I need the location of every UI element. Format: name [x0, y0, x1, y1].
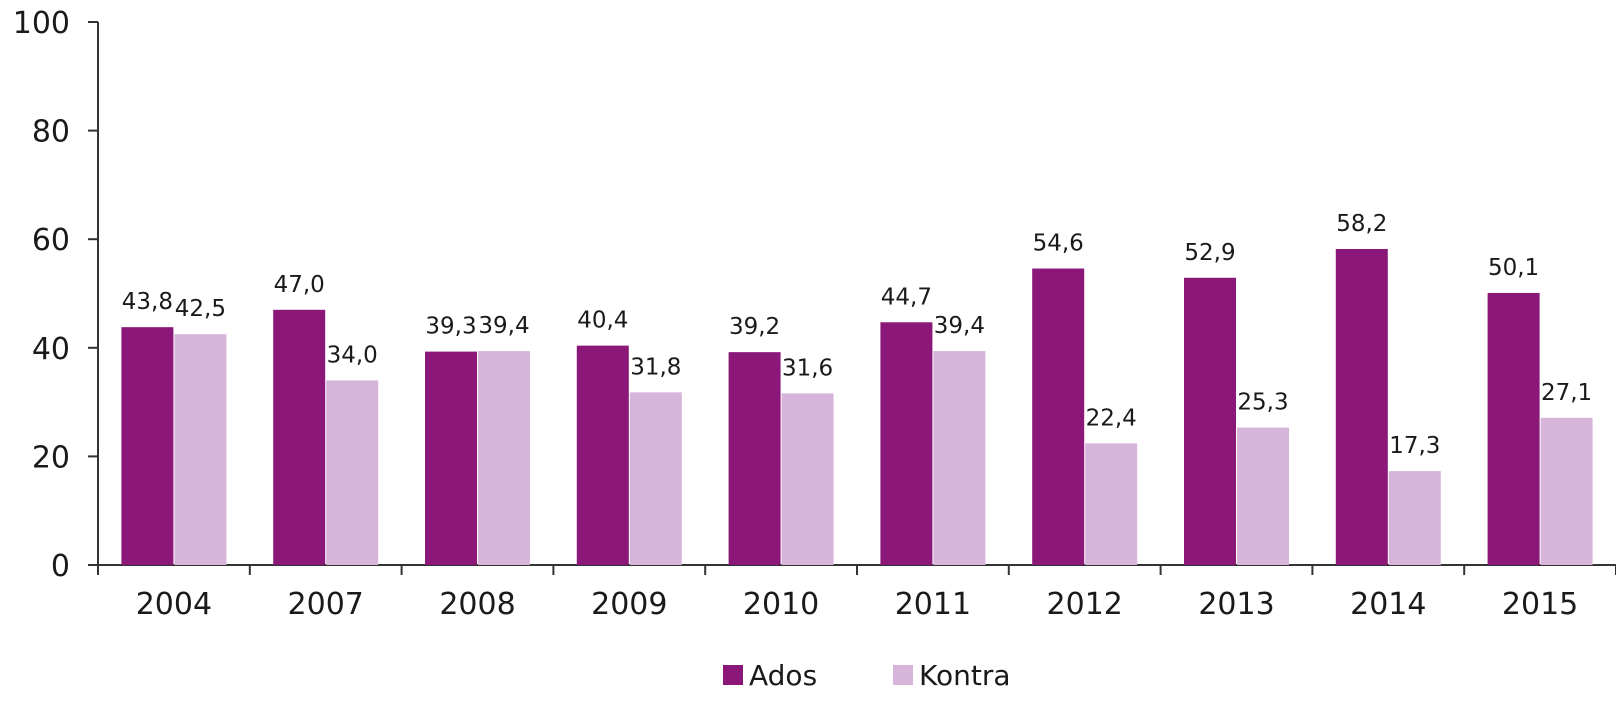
x-tick-label: 2013 [1198, 587, 1274, 622]
data-label-kontra-2007: 34,0 [327, 342, 378, 368]
bars [121, 248, 1593, 565]
y-tick-label: 100 [13, 6, 70, 41]
y-tick-label: 80 [32, 115, 70, 150]
legend-swatch-kontra [893, 665, 913, 685]
legend-label-ados: Ados [749, 659, 817, 692]
legend-swatch-ados [723, 665, 743, 685]
data-labels: 43,8 42,547,034,039,3 39,4 40,431,839,231,6… [122, 211, 1592, 459]
bar-kontra-2013 [1237, 427, 1289, 565]
y-tick-label: 0 [51, 549, 70, 584]
y-tick-label: 40 [32, 332, 70, 367]
x-tick-label: 2004 [136, 587, 212, 622]
bar-ados-2008 [425, 351, 477, 565]
bar-kontra-2010 [781, 393, 834, 565]
bar-kontra-2011 [933, 351, 986, 565]
data-label-kontra-2013: 25,3 [1237, 390, 1288, 416]
bar-kontra-2009 [629, 392, 682, 565]
bar-kontra-2008 [478, 351, 530, 565]
x-tick-label: 2015 [1502, 587, 1578, 622]
bar-ados-2009 [576, 345, 629, 565]
bar-ados-2014 [1335, 248, 1388, 565]
data-label-ados-2012: 54,6 [1033, 231, 1084, 257]
data-label-ados-2011: 44,7 [881, 284, 932, 310]
data-label-kontra-2011: 39,4 [934, 313, 985, 339]
data-label-ados-2007: 47,0 [274, 272, 325, 298]
data-label-ados-2015: 50,1 [1488, 255, 1539, 281]
x-axis-ticks: 2004 2007 2008 2009 2010 2011 2012 2013 2014 2015 [97, 565, 1616, 622]
bar-ados-2015 [1487, 292, 1540, 565]
data-label-kontra-2010: 31,6 [782, 355, 833, 381]
x-tick-label: 2007 [288, 587, 364, 622]
data-label-ados-2004: 43,8 [122, 289, 173, 315]
y-tick-label: 60 [32, 223, 70, 258]
data-label-kontra-2008: 39,4 [478, 313, 529, 339]
data-label-ados-2008: 39,3 [425, 314, 476, 340]
bar-ados-2011 [880, 322, 933, 565]
data-label-kontra-2004: 42,5 [175, 296, 226, 322]
data-label-kontra-2009: 31,8 [630, 354, 681, 380]
bar-kontra-2007 [326, 380, 379, 565]
bar-kontra-2012 [1085, 443, 1138, 565]
legend-label-kontra: Kontra [919, 659, 1011, 692]
x-tick-label: 2010 [743, 587, 819, 622]
data-label-ados-2014: 58,2 [1336, 211, 1387, 237]
bar-ados-2007 [273, 309, 326, 565]
data-label-kontra-2014: 17,3 [1389, 433, 1440, 459]
data-label-ados-2013: 52,9 [1184, 240, 1235, 266]
data-label-ados-2009: 40,4 [577, 308, 628, 334]
bar-kontra-2014 [1388, 471, 1441, 565]
x-tick-label: 2008 [439, 587, 515, 622]
data-label-kontra-2012: 22,4 [1086, 405, 1137, 431]
x-tick-label: 2011 [895, 587, 971, 622]
bar-ados-2010 [728, 352, 781, 565]
bar-kontra-2004 [174, 334, 227, 565]
data-label-kontra-2015: 27,1 [1541, 380, 1592, 406]
x-tick-label: 2014 [1350, 587, 1426, 622]
bar-ados-2012 [1032, 268, 1085, 565]
legend: Ados Kontra [723, 659, 1011, 692]
y-tick-label: 20 [32, 440, 70, 475]
data-label-ados-2010: 39,2 [729, 314, 780, 340]
bar-kontra-2015 [1540, 417, 1593, 565]
bar-ados-2004 [121, 327, 174, 565]
bar-ados-2013 [1184, 277, 1236, 565]
y-axis-ticks: 0 20 40 60 80 100 [13, 6, 98, 584]
x-tick-label: 2012 [1047, 587, 1123, 622]
x-tick-label: 2009 [591, 587, 667, 622]
